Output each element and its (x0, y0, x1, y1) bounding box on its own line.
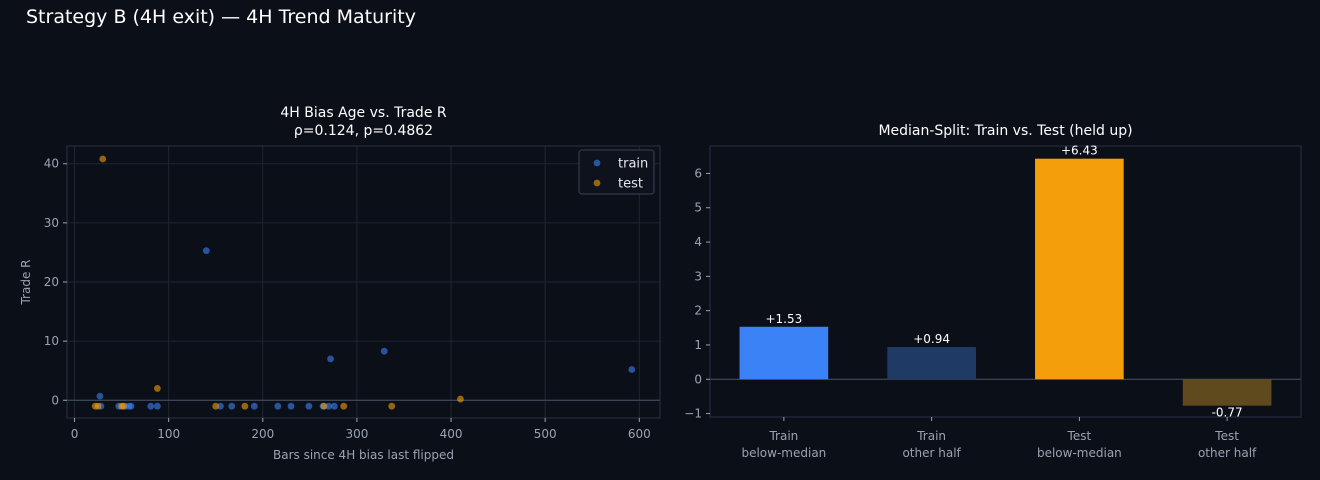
scatter-point-train (96, 392, 104, 400)
scatter-panel: 0 100 200 300 400 500 600 0 10 20 30 40 4H Bias Age … (19, 105, 661, 462)
scatter-point-test (120, 402, 127, 410)
y-axis-label: Trade R (19, 259, 33, 305)
scatter-point-train (202, 247, 210, 255)
y-tick-label: 4 (694, 235, 702, 249)
scatter-point-test (340, 402, 348, 410)
x-tick-label: 500 (534, 427, 557, 441)
scatter-point-train (153, 402, 161, 410)
legend-label-test: test (618, 177, 643, 192)
scatter-point-test (388, 402, 396, 410)
y-tick-label: −1 (684, 407, 702, 421)
scatter-point-test (457, 395, 464, 403)
x-tick-label: 300 (345, 427, 368, 441)
x-tick-label: 100 (157, 427, 180, 441)
x-tick-label: 400 (440, 427, 463, 441)
y-tick-label: 10 (44, 334, 59, 348)
scatter-point-train (327, 355, 334, 363)
legend-label-train: train (618, 157, 648, 172)
scatter-legend: train test (578, 149, 655, 195)
bar-panel: −1 0 1 2 3 4 5 6 Median-Split: Train vs. Test (h… (684, 123, 1302, 460)
y-tick-label: 0 (51, 393, 59, 407)
bar-value-label: +6.43 (1061, 144, 1098, 158)
scatter-point-test (241, 402, 249, 410)
figure-title: Strategy B (4H exit) — 4H Trend Maturity (26, 6, 416, 28)
bar-value-label: +0.94 (913, 332, 950, 346)
scatter-point-test (99, 155, 107, 163)
scatter-point-train (628, 366, 636, 373)
scatter-point-train (305, 402, 313, 410)
x-tick-label: other half (902, 446, 961, 460)
scatter-point-test (153, 385, 161, 392)
scatter-point-test (212, 402, 220, 410)
bar-value-label: +1.53 (765, 312, 802, 326)
y-tick-label: 30 (44, 216, 59, 230)
y-tick-label: 1 (694, 338, 702, 352)
y-tick-label: 20 (44, 275, 59, 289)
bar (1035, 158, 1124, 380)
y-tick-label: 6 (694, 166, 702, 180)
legend-marker-test (593, 179, 601, 187)
scatter-point-train (287, 402, 295, 410)
scatter-subtitle: ρ=0.124, p=0.4862 (294, 123, 433, 139)
x-tick-label: Train (768, 429, 798, 443)
bar (739, 326, 829, 380)
scatter-point-train (250, 402, 258, 410)
scatter-point-train (217, 402, 224, 410)
x-tick-label: Test (1067, 429, 1092, 443)
scatter-point-train (330, 402, 338, 410)
x-tick-label: below-median (741, 446, 826, 460)
bar (887, 347, 976, 380)
scatter-point-test (320, 402, 328, 410)
bar-frame (709, 145, 1302, 418)
legend-marker-train (593, 159, 601, 167)
scatter-point-train (380, 347, 388, 355)
y-tick-label: 40 (44, 157, 59, 171)
x-tick-label: below-median (1037, 446, 1122, 460)
x-tick-label: 600 (628, 427, 651, 441)
bar-title: Median-Split: Train vs. Test (held up) (878, 123, 1132, 139)
x-tick-label: other half (1198, 446, 1257, 460)
x-axis-label: Bars since 4H bias last flipped (273, 448, 454, 462)
y-tick-label: 3 (694, 269, 702, 283)
x-tick-label: 200 (251, 427, 274, 441)
y-tick-label: 2 (694, 304, 702, 318)
scatter-title: 4H Bias Age vs. Trade R (280, 105, 446, 121)
y-tick-label: 0 (694, 372, 702, 386)
scatter-point-train (147, 402, 155, 410)
x-tick-label: Test (1214, 429, 1239, 443)
scatter-point-train (228, 402, 236, 410)
scatter-point-train (325, 402, 333, 410)
y-tick-label: 5 (694, 201, 702, 215)
scatter-point-test (94, 402, 102, 410)
bar-value-label: -0.77 (1212, 406, 1243, 420)
scatter-point-train (127, 402, 135, 410)
x-tick-label: 0 (71, 427, 79, 441)
x-tick-label: Train (916, 429, 946, 443)
bar (1182, 379, 1272, 406)
scatter-point-train (274, 402, 282, 410)
